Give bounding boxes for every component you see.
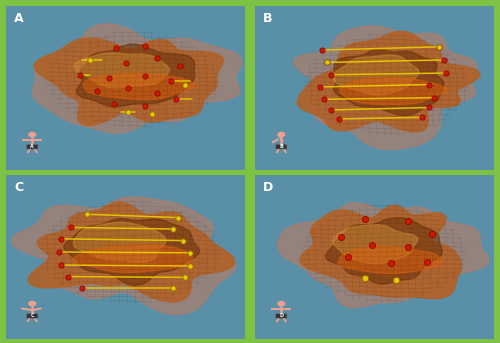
Polygon shape (339, 78, 447, 105)
Text: B: B (280, 144, 283, 149)
FancyBboxPatch shape (276, 314, 287, 318)
Circle shape (28, 301, 36, 306)
Polygon shape (334, 50, 444, 116)
Polygon shape (83, 73, 194, 100)
Polygon shape (74, 53, 170, 88)
Polygon shape (76, 44, 195, 107)
Text: A: A (30, 144, 34, 149)
Polygon shape (333, 55, 419, 95)
Text: A: A (14, 12, 24, 25)
Text: D: D (264, 181, 274, 194)
Polygon shape (73, 245, 192, 273)
FancyBboxPatch shape (276, 145, 287, 149)
Polygon shape (326, 218, 442, 284)
FancyBboxPatch shape (27, 145, 38, 149)
Polygon shape (12, 197, 235, 315)
Polygon shape (32, 24, 242, 133)
Circle shape (277, 301, 285, 306)
Polygon shape (34, 38, 224, 126)
Text: B: B (264, 12, 273, 25)
Circle shape (28, 132, 36, 137)
Text: C: C (14, 181, 24, 194)
Polygon shape (278, 203, 489, 307)
Polygon shape (74, 222, 166, 262)
Polygon shape (28, 202, 235, 302)
Polygon shape (338, 247, 442, 274)
Polygon shape (294, 26, 477, 149)
Text: D: D (280, 314, 283, 318)
Polygon shape (300, 205, 462, 299)
Circle shape (277, 132, 285, 137)
Polygon shape (333, 225, 418, 263)
Text: C: C (30, 314, 34, 318)
FancyBboxPatch shape (27, 314, 38, 318)
Polygon shape (298, 31, 480, 132)
Polygon shape (64, 218, 200, 285)
